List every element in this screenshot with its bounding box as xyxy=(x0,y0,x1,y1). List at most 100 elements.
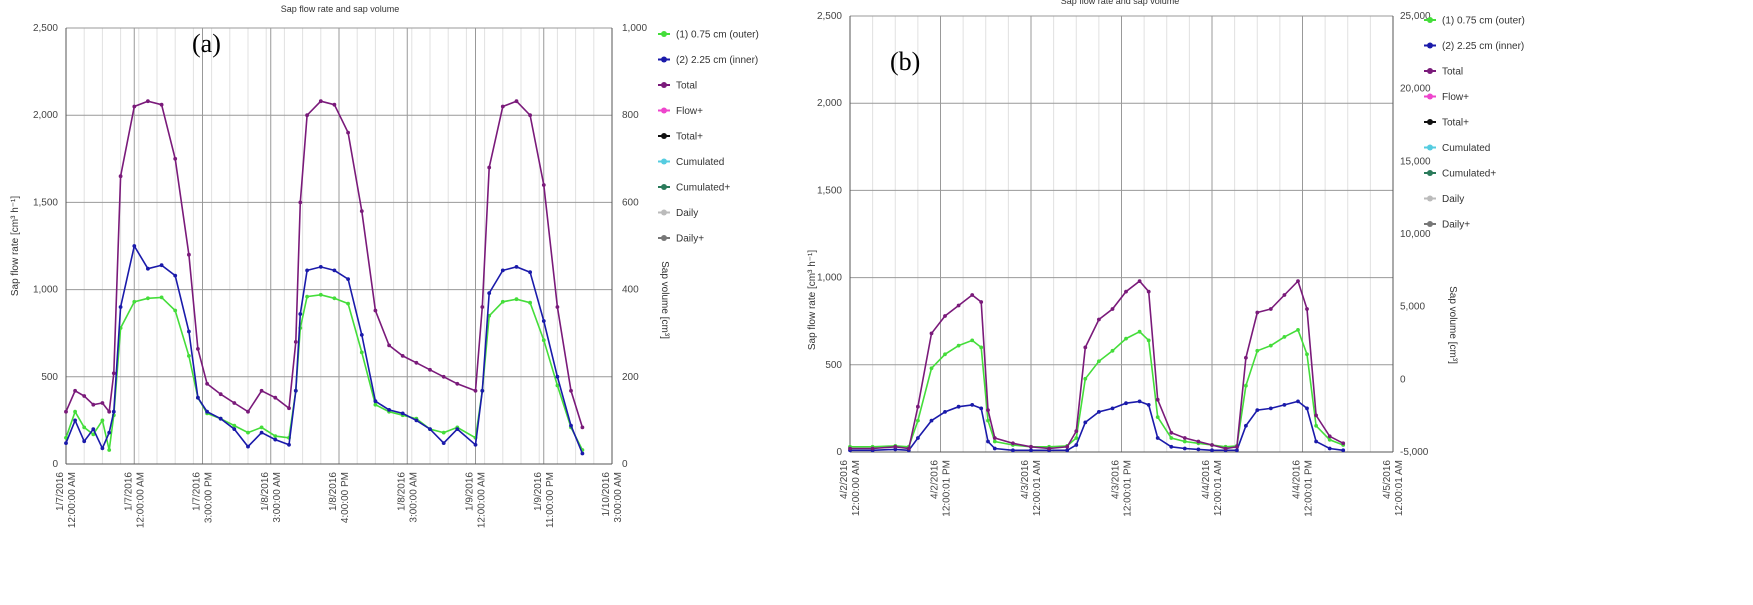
data-point xyxy=(1137,399,1142,404)
data-point xyxy=(441,374,446,379)
legend-swatch-marker xyxy=(1427,17,1433,23)
x-tick-label-time: 12:00:01 PM xyxy=(1123,460,1134,517)
chart-title: Sap flow rate and sap volume xyxy=(1061,0,1180,6)
legend-swatch-marker xyxy=(661,82,667,88)
data-point xyxy=(91,427,96,431)
y2-axis-title: Sap volume [cm³] xyxy=(1447,286,1458,364)
x-tick-label-time: 12:00:00 AM xyxy=(67,472,78,528)
legend-entry: Cumulated+ xyxy=(1442,169,1496,180)
data-point xyxy=(293,340,298,344)
data-point xyxy=(146,266,150,271)
x-tick-label-group: 4/3/2016 12:00:01 PM xyxy=(1111,460,1134,517)
data-point xyxy=(428,367,432,372)
data-point xyxy=(1327,437,1332,442)
x-tick-label-time: 4:00:00 PM xyxy=(340,472,351,523)
data-point xyxy=(387,343,391,348)
data-point xyxy=(373,402,378,407)
data-point xyxy=(1210,443,1214,447)
y-axis-title: Sap flow rate [cm³ h⁻¹] xyxy=(807,250,818,351)
data-point xyxy=(528,113,532,118)
y2-tick-label: 20,000 xyxy=(1400,84,1431,95)
data-point xyxy=(916,418,920,423)
data-point xyxy=(107,448,112,452)
x-tick-label-group: 1/10/2016 3:00:00 AM xyxy=(601,472,624,523)
data-point xyxy=(73,409,77,414)
x-tick-label-date: 4/4/2016 xyxy=(1201,460,1212,499)
y-tick-label: 500 xyxy=(41,372,58,383)
data-point xyxy=(173,308,178,313)
data-point xyxy=(373,308,378,313)
legend-entry: Total+ xyxy=(676,132,703,143)
data-point xyxy=(132,299,137,304)
data-point xyxy=(159,295,164,300)
data-point xyxy=(569,388,573,393)
x-tick-label-time: 3:00:00 AM xyxy=(272,472,283,523)
legend-entry: Cumulated xyxy=(1442,143,1490,154)
data-point xyxy=(1155,415,1160,419)
data-point xyxy=(318,265,323,269)
x-tick-label-group: 4/2/2016 12:00:00 AM xyxy=(839,460,862,517)
data-point xyxy=(205,381,210,386)
x-tick-label-date: 1/8/2016 xyxy=(396,472,407,511)
legend-swatch-marker xyxy=(1427,68,1433,74)
data-point xyxy=(196,347,200,351)
data-point xyxy=(1124,401,1128,406)
data-point xyxy=(82,425,87,430)
y-tick-label: 0 xyxy=(52,459,58,470)
data-point xyxy=(1097,359,1101,364)
data-point xyxy=(332,102,337,107)
x-tick-label-time: 12:00:01 AM xyxy=(1394,460,1405,516)
y-axis-title: Sap flow rate [cm³ h⁻¹] xyxy=(10,196,21,297)
y-tick-label: 2,500 xyxy=(33,23,58,34)
data-point xyxy=(91,432,96,437)
legend-entry: Total+ xyxy=(1442,118,1469,129)
data-point xyxy=(318,292,323,297)
data-point xyxy=(400,411,405,416)
data-point xyxy=(205,409,210,414)
y2-tick-label: 15,000 xyxy=(1400,156,1431,167)
legend-swatch-marker xyxy=(1427,93,1433,100)
data-point xyxy=(514,297,519,302)
data-point xyxy=(346,277,350,281)
legend-swatch-marker xyxy=(1427,144,1433,151)
data-point xyxy=(146,296,150,301)
data-point xyxy=(1327,446,1332,451)
data-point xyxy=(1011,441,1015,446)
data-point xyxy=(64,409,68,414)
x-tick-label-group: 4/4/2016 12:00:01 PM xyxy=(1292,460,1315,517)
legend-swatch-marker xyxy=(1427,170,1433,176)
data-point xyxy=(956,404,961,409)
data-point xyxy=(118,174,123,179)
data-point xyxy=(259,388,264,393)
data-point xyxy=(1137,279,1142,283)
data-point xyxy=(514,99,519,104)
x-tick-label-time: 12:00:00 AM xyxy=(135,472,146,528)
data-point xyxy=(916,404,920,409)
y-tick-label: 1,500 xyxy=(817,185,842,196)
x-tick-label-group: 1/9/2016 12:00:00 AM xyxy=(465,472,488,529)
data-point xyxy=(1029,448,1033,453)
data-point xyxy=(1255,310,1260,315)
data-point xyxy=(1244,383,1248,388)
data-point xyxy=(428,427,432,431)
data-point xyxy=(1305,406,1309,411)
data-point xyxy=(986,418,990,423)
series-line xyxy=(65,100,584,428)
legend-entry: Daily xyxy=(1442,194,1464,205)
x-tick-label-date: 4/2/2016 xyxy=(930,460,941,499)
data-point xyxy=(1268,307,1273,311)
data-point xyxy=(1011,448,1015,453)
data-point xyxy=(455,427,460,431)
y-tick-label: 500 xyxy=(825,360,842,371)
legend-swatch-marker xyxy=(1427,195,1433,202)
data-point xyxy=(1255,408,1260,412)
x-tick-label-group: 1/8/2016 3:00:00 AM xyxy=(260,472,283,523)
data-point xyxy=(473,388,478,393)
legend-swatch-marker xyxy=(1427,119,1433,125)
data-point xyxy=(1210,448,1214,453)
data-point xyxy=(1341,448,1346,453)
data-point xyxy=(132,244,137,248)
data-point xyxy=(1029,444,1033,449)
data-point xyxy=(287,406,291,411)
x-tick-label-date: 1/7/2016 xyxy=(55,472,66,511)
